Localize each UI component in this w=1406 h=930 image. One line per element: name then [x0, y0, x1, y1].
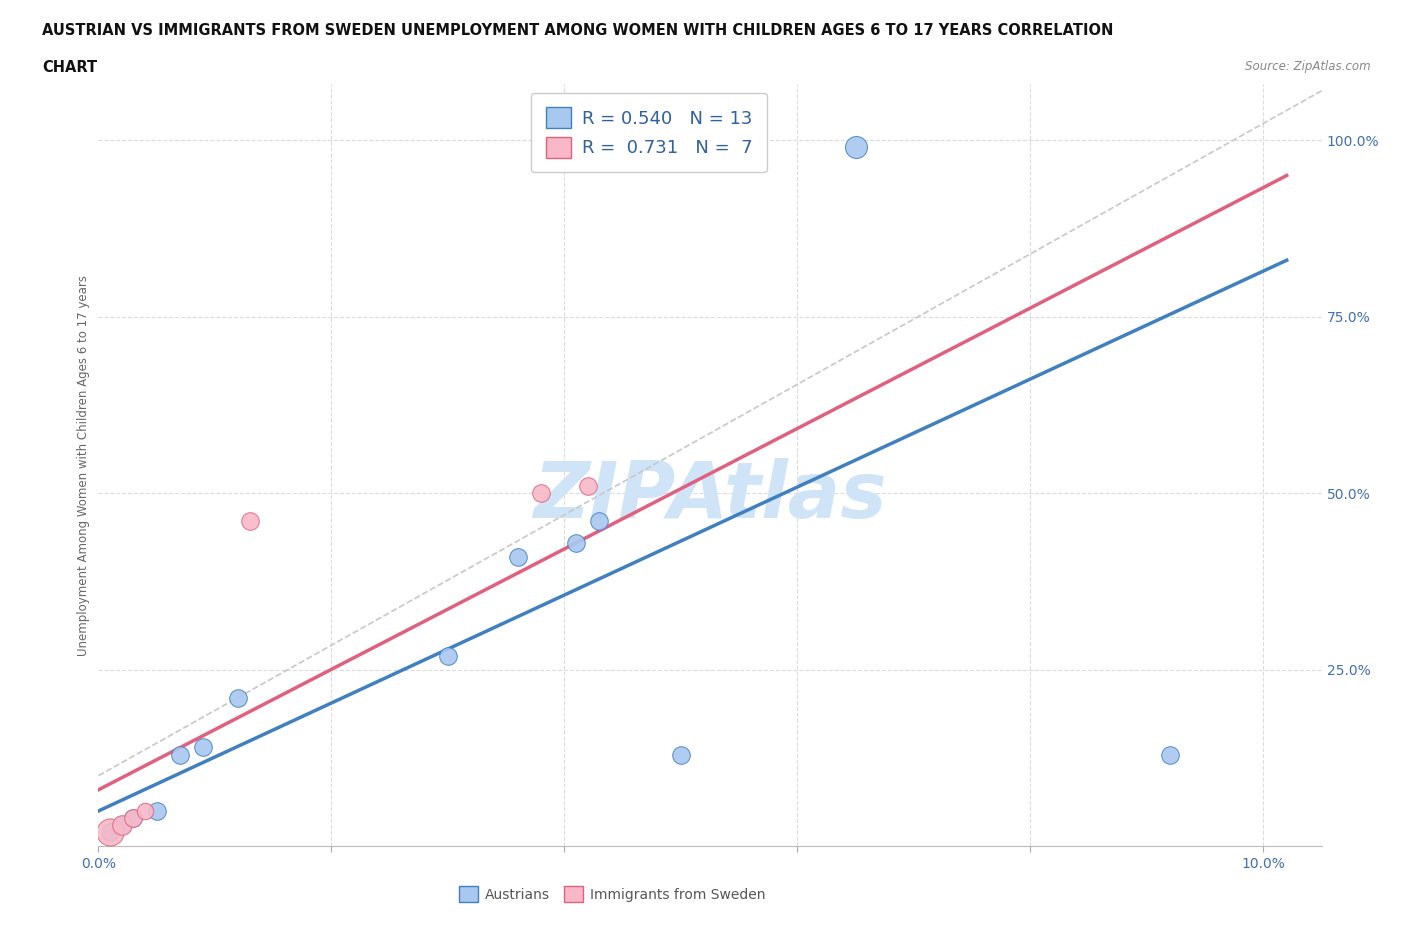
Point: [669, 747, 692, 762]
Point: [98, 825, 121, 840]
Y-axis label: Unemployment Among Women with Children Ages 6 to 17 years: Unemployment Among Women with Children A…: [77, 274, 90, 656]
Point: [437, 648, 460, 663]
Point: [169, 747, 191, 762]
Text: CHART: CHART: [42, 60, 97, 75]
Point: [145, 804, 167, 818]
Point: [134, 804, 156, 818]
Point: [845, 140, 868, 154]
Legend: Austrians, Immigrants from Sweden: Austrians, Immigrants from Sweden: [453, 881, 772, 908]
Point: [98, 825, 121, 840]
Text: Source: ZipAtlas.com: Source: ZipAtlas.com: [1246, 60, 1371, 73]
Point: [530, 485, 553, 500]
Point: [226, 691, 249, 706]
Point: [122, 811, 145, 826]
Text: AUSTRIAN VS IMMIGRANTS FROM SWEDEN UNEMPLOYMENT AMONG WOMEN WITH CHILDREN AGES 6: AUSTRIAN VS IMMIGRANTS FROM SWEDEN UNEMP…: [42, 23, 1114, 38]
Point: [588, 514, 610, 529]
Point: [506, 550, 529, 565]
Point: [1159, 747, 1181, 762]
Point: [576, 479, 599, 494]
Point: [122, 811, 145, 826]
Point: [239, 514, 262, 529]
Text: ZIPAtlas: ZIPAtlas: [533, 458, 887, 534]
Point: [193, 740, 215, 755]
Point: [111, 817, 134, 832]
Point: [565, 536, 588, 551]
Point: [111, 817, 134, 832]
